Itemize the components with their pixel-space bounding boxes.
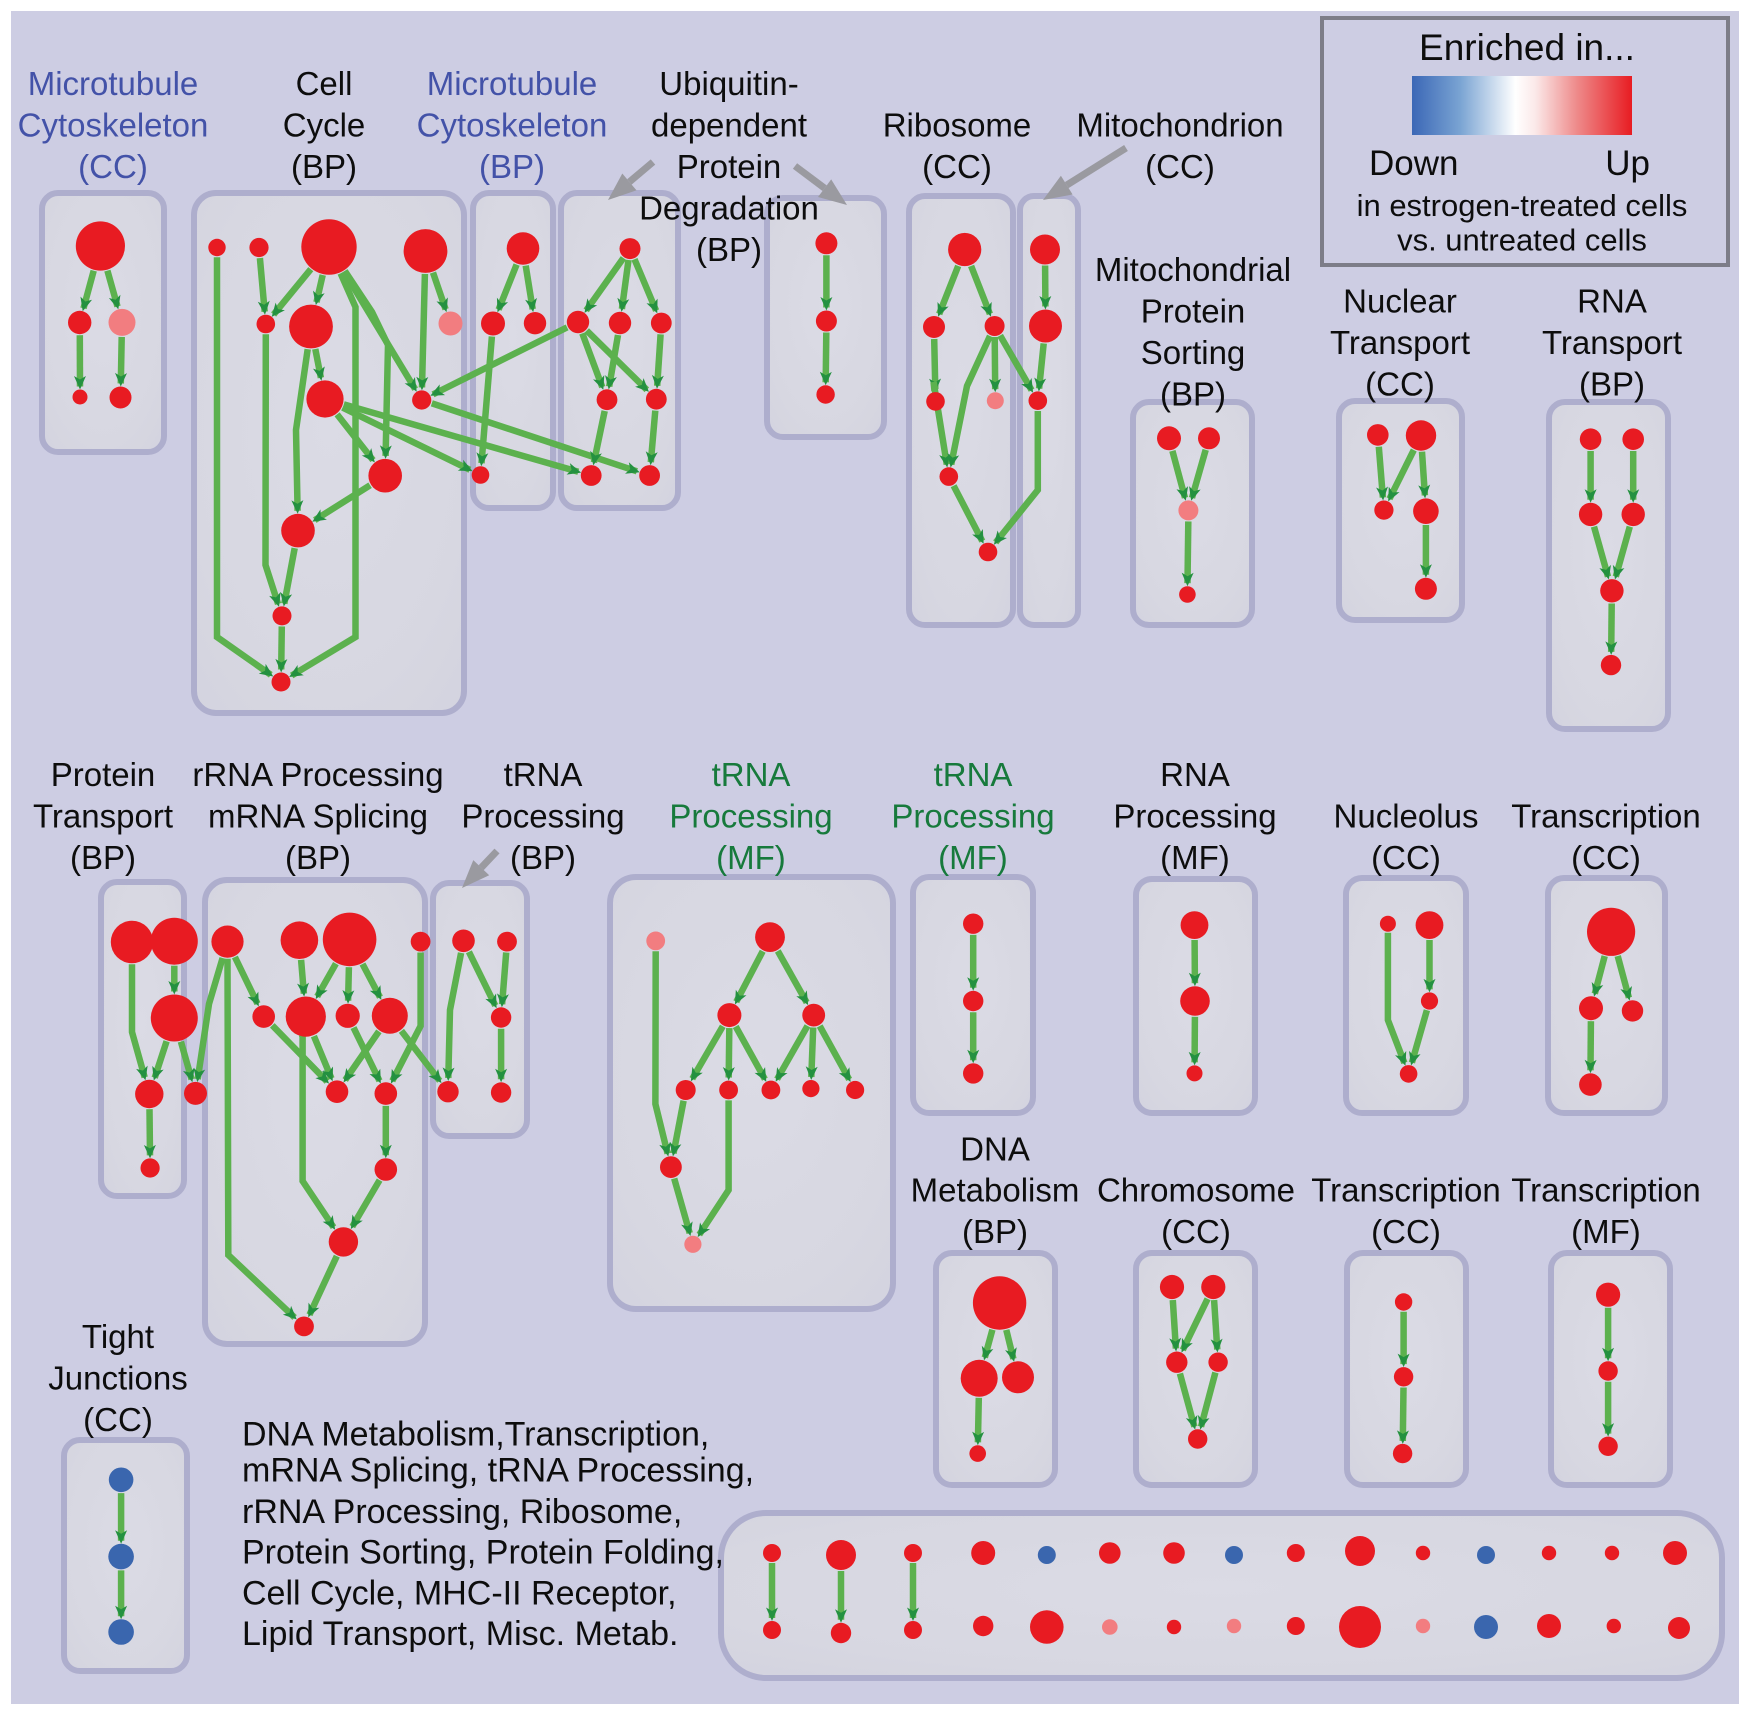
svg-text:Cell: Cell <box>296 65 353 102</box>
svg-text:Junctions: Junctions <box>48 1360 187 1397</box>
svg-text:Sorting: Sorting <box>1141 334 1246 371</box>
svg-text:(CC): (CC) <box>1571 839 1641 876</box>
svg-text:DNA: DNA <box>960 1131 1030 1168</box>
svg-text:Microtubule: Microtubule <box>427 65 598 102</box>
svg-text:(BP): (BP) <box>285 839 351 876</box>
svg-text:Transcription: Transcription <box>1511 798 1701 835</box>
svg-text:(BP): (BP) <box>291 148 357 185</box>
svg-text:Cycle: Cycle <box>283 107 366 144</box>
svg-text:vs. untreated cells: vs. untreated cells <box>1397 223 1647 258</box>
svg-text:mRNA Splicing, tRNA Processing: mRNA Splicing, tRNA Processing, <box>242 1452 754 1490</box>
svg-text:Protein: Protein <box>677 148 782 185</box>
svg-text:Processing: Processing <box>461 798 624 835</box>
svg-text:Processing: Processing <box>891 798 1054 835</box>
svg-text:dependent: dependent <box>651 107 807 144</box>
svg-text:tRNA: tRNA <box>712 756 791 793</box>
svg-text:Nucleolus: Nucleolus <box>1334 798 1479 835</box>
svg-text:(CC): (CC) <box>1145 148 1215 185</box>
svg-text:Protein: Protein <box>1141 293 1246 330</box>
svg-text:Mitochondrion: Mitochondrion <box>1076 107 1283 144</box>
svg-text:Nuclear: Nuclear <box>1343 283 1457 320</box>
svg-text:(BP): (BP) <box>962 1213 1028 1250</box>
svg-text:Ubiquitin-: Ubiquitin- <box>659 65 798 102</box>
svg-text:RNA: RNA <box>1160 756 1230 793</box>
svg-text:in estrogen-treated cells: in estrogen-treated cells <box>1357 188 1688 223</box>
svg-text:(BP): (BP) <box>696 231 762 268</box>
svg-text:Transcription: Transcription <box>1311 1172 1501 1209</box>
svg-text:Tight: Tight <box>82 1318 154 1355</box>
svg-text:Mitochondrial: Mitochondrial <box>1095 251 1291 288</box>
svg-text:(CC): (CC) <box>83 1401 153 1438</box>
svg-text:Microtubule: Microtubule <box>28 65 199 102</box>
svg-text:Enriched in...: Enriched in... <box>1419 27 1635 68</box>
svg-text:RNA: RNA <box>1577 283 1647 320</box>
svg-text:(MF): (MF) <box>1571 1213 1641 1250</box>
svg-text:Processing: Processing <box>669 798 832 835</box>
svg-text:(BP): (BP) <box>1579 366 1645 403</box>
svg-text:Ribosome: Ribosome <box>883 107 1032 144</box>
svg-text:(CC): (CC) <box>1161 1213 1231 1250</box>
svg-text:(BP): (BP) <box>70 839 136 876</box>
svg-text:(CC): (CC) <box>1365 366 1435 403</box>
svg-text:Down: Down <box>1369 144 1458 183</box>
svg-text:(CC): (CC) <box>922 148 992 185</box>
svg-text:Transport: Transport <box>1330 324 1470 361</box>
svg-text:Chromosome: Chromosome <box>1097 1172 1295 1209</box>
svg-text:rRNA Processing, Ribosome,: rRNA Processing, Ribosome, <box>242 1493 682 1531</box>
svg-text:Transcription: Transcription <box>1511 1172 1701 1209</box>
svg-text:tRNA: tRNA <box>504 756 583 793</box>
svg-text:Processing: Processing <box>1113 798 1276 835</box>
svg-text:Protein: Protein <box>51 756 156 793</box>
svg-text:Degradation: Degradation <box>639 190 819 227</box>
svg-text:Protein Sorting, Protein Foldi: Protein Sorting, Protein Folding, <box>242 1534 724 1572</box>
svg-text:Transport: Transport <box>33 798 173 835</box>
svg-text:(BP): (BP) <box>479 148 545 185</box>
svg-text:(CC): (CC) <box>1371 839 1441 876</box>
svg-text:DNA Metabolism,Transcription,: DNA Metabolism,Transcription, <box>242 1416 709 1454</box>
svg-text:(BP): (BP) <box>510 839 576 876</box>
svg-text:Cell Cycle, MHC-II Receptor,: Cell Cycle, MHC-II Receptor, <box>242 1575 677 1613</box>
svg-text:(MF): (MF) <box>716 839 786 876</box>
svg-text:rRNA Processing: rRNA Processing <box>192 756 443 793</box>
svg-text:Transport: Transport <box>1542 324 1682 361</box>
svg-text:(CC): (CC) <box>78 148 148 185</box>
svg-text:(CC): (CC) <box>1371 1213 1441 1250</box>
svg-text:mRNA Splicing: mRNA Splicing <box>208 798 428 835</box>
svg-text:Metabolism: Metabolism <box>911 1172 1080 1209</box>
svg-text:(MF): (MF) <box>1160 839 1230 876</box>
svg-text:Lipid Transport, Misc. Metab.: Lipid Transport, Misc. Metab. <box>242 1615 679 1653</box>
svg-text:Cytoskeleton: Cytoskeleton <box>18 107 209 144</box>
svg-text:Cytoskeleton: Cytoskeleton <box>417 107 608 144</box>
svg-text:Up: Up <box>1605 144 1650 183</box>
svg-text:tRNA: tRNA <box>934 756 1013 793</box>
svg-text:(MF): (MF) <box>938 839 1008 876</box>
svg-text:(BP): (BP) <box>1160 376 1226 413</box>
